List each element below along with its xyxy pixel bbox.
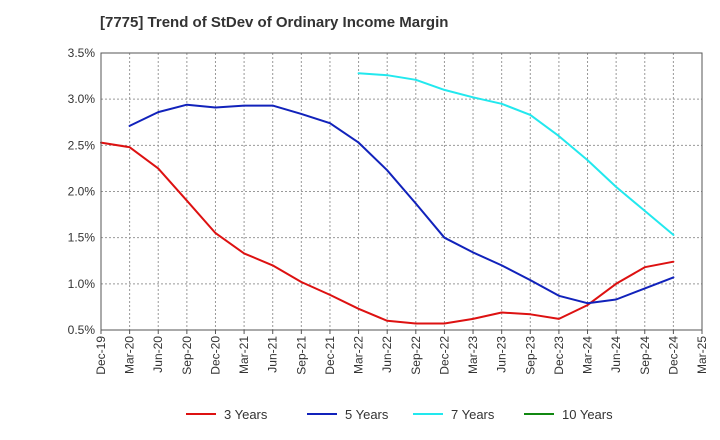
legend-label: 5 Years [345,407,389,422]
legend-item-5-years: 5 Years [307,407,389,422]
x-tick-label: Jun-22 [380,336,394,373]
series-line-5-years [128,103,675,305]
legend-label: 3 Years [224,407,268,422]
y-tick-label: 1.0% [68,277,96,291]
plot-border [100,52,703,331]
legend-item-3-years: 3 Years [186,407,268,422]
series-lines [100,72,675,325]
x-tick-label: Mar-25 [695,336,709,374]
x-tick-label: Mar-22 [352,336,366,374]
y-tick-label: 2.0% [68,185,96,199]
x-tick-label: Dec-19 [94,336,108,375]
legend: 3 Years 5 Years 7 Years 10 Years [186,407,613,422]
x-tick-label: Dec-24 [666,336,680,375]
x-tick-label: Dec-23 [552,336,566,375]
x-tick-label: Jun-23 [495,336,509,373]
chart-title: [7775] Trend of StDev of Ordinary Income… [100,14,449,31]
x-tick-label: Sep-24 [638,336,652,375]
series-line-7-years [357,72,675,236]
x-tick-label: Mar-24 [581,336,595,374]
y-tick-label: 0.5% [68,323,96,337]
x-tick-label: Sep-22 [409,336,423,375]
axes: 0.5% 1.0% 1.5% 2.0% 2.5% 3.0% 3.5% Dec-19 Mar-20… [68,46,709,375]
x-tick-label: Sep-21 [294,336,308,375]
x-tick-label: Jun-21 [266,336,280,373]
x-tick-label: Jun-20 [151,336,165,373]
y-tick-label: 1.5% [68,231,96,245]
x-tick-label: Dec-21 [323,336,337,375]
y-tick-label: 2.5% [68,138,96,152]
x-tick-label: Dec-20 [208,336,222,375]
series-line-3-years [100,141,675,325]
legend-label: 10 Years [562,407,613,422]
x-tick-label: Jun-24 [609,336,623,373]
x-tick-label: Mar-20 [123,336,137,374]
y-tick-label: 3.0% [68,92,96,106]
x-tick-label: Mar-23 [466,336,480,374]
x-tick-label: Sep-20 [180,336,194,375]
legend-label: 7 Years [451,407,495,422]
x-tick-label: Sep-23 [523,336,537,375]
legend-item-10-years: 10 Years [524,407,613,422]
y-tick-label: 3.5% [68,46,96,60]
x-tick-label: Dec-22 [437,336,451,375]
legend-item-7-years: 7 Years [413,407,495,422]
x-tick-label: Mar-21 [237,336,251,374]
